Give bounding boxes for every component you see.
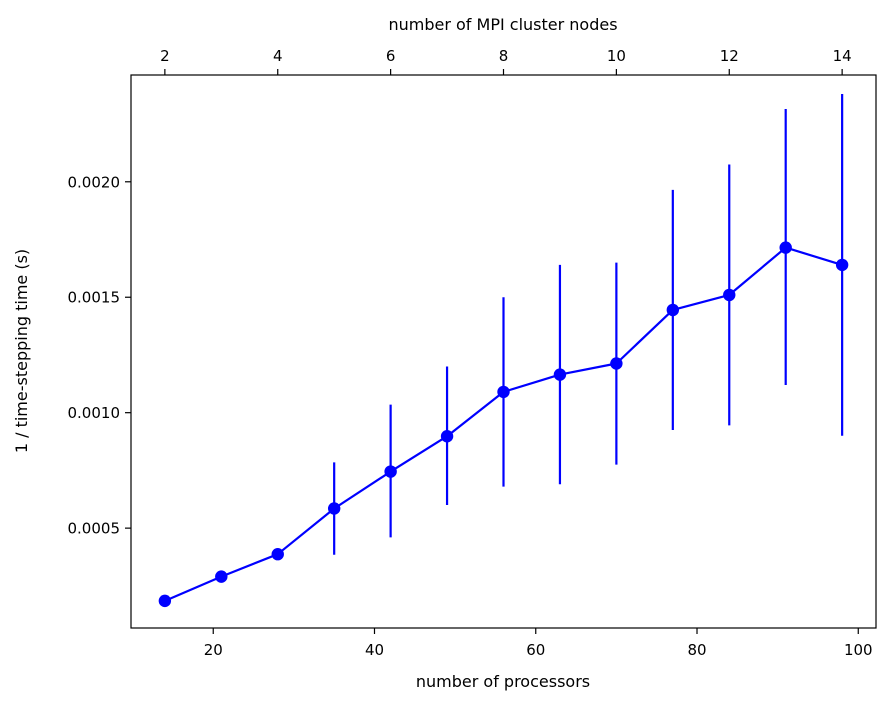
y-tick-label: 0.0010 <box>68 404 121 422</box>
top-tick-label: 4 <box>273 47 283 65</box>
data-point <box>215 570 228 583</box>
data-point <box>271 548 284 561</box>
x-tick-label: 80 <box>687 641 706 659</box>
top-tick-label: 8 <box>499 47 509 65</box>
data-point <box>666 303 680 317</box>
y-tick-label: 0.0020 <box>68 173 121 191</box>
top-tick-label: 6 <box>386 47 396 65</box>
data-point <box>779 241 792 254</box>
x-tick-label: 100 <box>844 641 873 659</box>
x-tick-label: 60 <box>526 641 545 659</box>
data-point <box>440 430 454 443</box>
x-tick-label: 20 <box>204 641 223 659</box>
y-axis: 0.0005 0.0010 0.0015 0.0020 <box>68 173 131 538</box>
data-point <box>610 357 623 370</box>
data-point <box>835 258 849 272</box>
data-point <box>723 288 736 302</box>
data-point <box>327 502 341 515</box>
top-tick-label: 10 <box>607 47 626 65</box>
x-tick-label: 40 <box>365 641 384 659</box>
y-tick-label: 0.0005 <box>68 520 121 538</box>
top-x-axis: 2 4 6 8 10 12 14 <box>160 47 852 75</box>
top-tick-label: 14 <box>833 47 852 65</box>
data-point <box>384 465 397 478</box>
top-axis-label: number of MPI cluster nodes <box>388 15 617 34</box>
data-point <box>158 594 172 608</box>
y-tick-label: 0.0015 <box>68 289 121 307</box>
x-axis-label: number of processors <box>416 672 590 691</box>
plot-marks <box>158 94 849 608</box>
top-tick-label: 12 <box>720 47 739 65</box>
data-point <box>553 368 567 381</box>
x-axis: 20 40 60 80 100 <box>204 628 873 659</box>
y-axis-label: 1 / time-stepping time (s) <box>12 249 31 453</box>
data-point <box>497 385 510 399</box>
top-tick-label: 2 <box>160 47 170 65</box>
